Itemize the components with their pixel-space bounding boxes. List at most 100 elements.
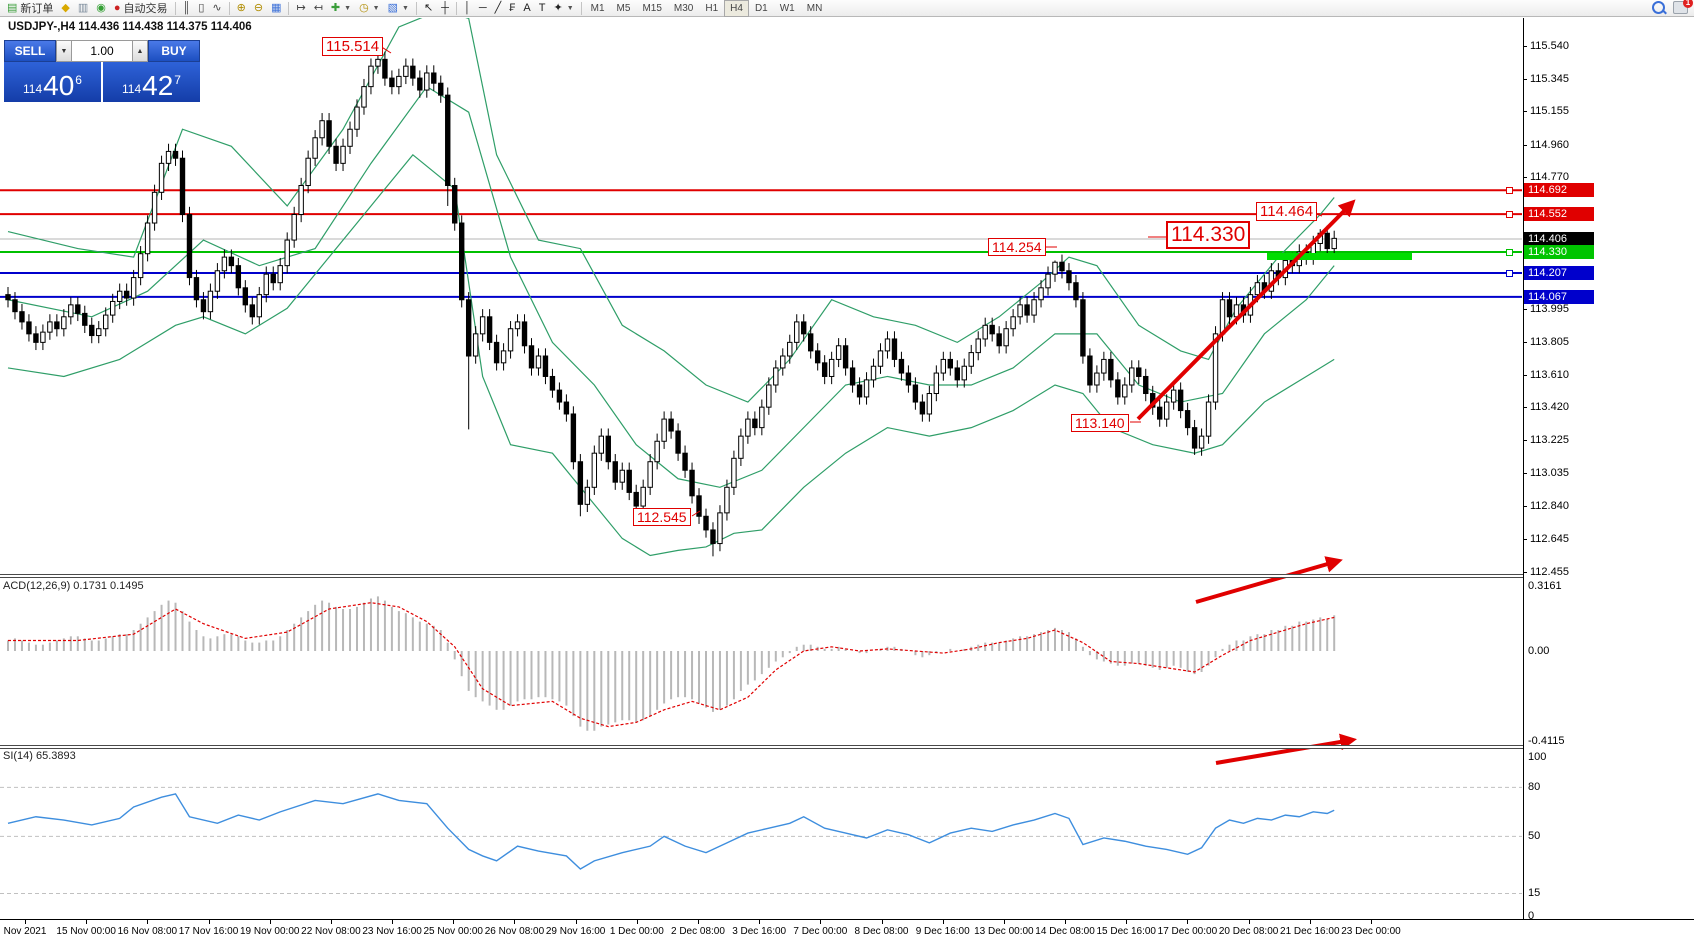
auto-scroll-icon[interactable]: ↦ (292, 1, 309, 16)
new-order-button[interactable]: ▤ 新订单 (3, 1, 57, 16)
candle-body (926, 393, 933, 415)
text-icon[interactable]: A (519, 1, 534, 16)
volume-input[interactable] (72, 40, 132, 62)
signals-icon[interactable]: ◉ (92, 1, 110, 16)
buy-price-display[interactable]: 114 42 7 (103, 62, 200, 102)
line-handle[interactable] (1506, 269, 1513, 277)
macd-panel-separator[interactable] (0, 574, 1523, 578)
candle-body (68, 304, 74, 318)
candle-body (179, 157, 186, 215)
templates-icon[interactable]: ▧ ▼ (384, 1, 413, 16)
time-label[interactable]: 3 Dec 16:00 (732, 926, 787, 937)
rsi-panel-separator[interactable] (0, 745, 1523, 749)
timeframe-button-h4[interactable]: H4 (724, 0, 749, 17)
trend-arrow-2[interactable] (1215, 733, 1357, 765)
time-label[interactable]: 22 Nov 08:00 (301, 926, 361, 937)
horizontal-line-icon[interactable]: ─ (475, 1, 491, 16)
candle-body (1136, 367, 1142, 377)
price-annotation-114.464[interactable]: 114.464 (1256, 202, 1318, 222)
new-order-button-label: 新订单 (20, 3, 54, 15)
candle-body (682, 452, 688, 471)
periods-icon[interactable]: ◷ ▼ (355, 1, 384, 16)
time-label[interactable]: 15 Dec 16:00 (1096, 926, 1156, 937)
timeframe-button-m30[interactable]: M30 (673, 2, 694, 14)
timeframe-button-m1[interactable]: M1 (590, 2, 605, 14)
candle-body (333, 145, 339, 164)
time-label[interactable]: 19 Nov 00:00 (239, 926, 300, 937)
price-annotation-114.330[interactable]: 114.330 (1166, 221, 1251, 250)
candle-body (933, 372, 940, 395)
time-label[interactable]: 23 Dec 00:00 (1341, 926, 1401, 937)
time-label[interactable]: Nov 2021 (3, 926, 47, 937)
toolbar-separator (228, 1, 230, 15)
price-annotation-115.514[interactable]: 115.514 (322, 37, 384, 57)
price-annotation-113.140[interactable]: 113.140 (1071, 414, 1129, 433)
price-annotation-112.545[interactable]: 112.545 (633, 508, 691, 527)
time-label[interactable]: 23 Nov 16:00 (362, 926, 422, 937)
auto-trading-button[interactable]: ● 自动交易 (110, 1, 172, 16)
trend-arrow-0[interactable] (1136, 199, 1356, 421)
time-label[interactable]: 7 Dec 00:00 (793, 926, 848, 937)
time-label[interactable]: 9 Dec 16:00 (915, 926, 970, 937)
candle-body (891, 338, 898, 360)
time-label[interactable]: 15 Nov 00:00 (56, 926, 116, 937)
sell-price-display[interactable]: 114 40 6 (4, 62, 101, 102)
profiles-icon[interactable]: ▥ (74, 1, 92, 16)
dropdown-caret-icon[interactable]: ▼ (402, 4, 409, 12)
trendline-icon[interactable]: ╱ (491, 1, 506, 16)
time-label[interactable]: 17 Nov 16:00 (178, 926, 239, 937)
price-annotation-114.254[interactable]: 114.254 (988, 238, 1046, 257)
time-label[interactable]: 8 Dec 08:00 (854, 926, 909, 937)
candle-body (130, 277, 137, 299)
line-chart-icon[interactable]: ∿ (208, 1, 225, 16)
time-label[interactable]: 26 Nov 08:00 (484, 926, 545, 937)
chart-window-icon[interactable]: ◆ (57, 1, 73, 16)
candle-body (410, 65, 416, 79)
vertical-line-icon[interactable]: │ (460, 1, 475, 16)
buy-button[interactable]: BUY (148, 40, 200, 62)
text-label-icon[interactable]: T (535, 1, 550, 16)
search-icon[interactable] (1652, 1, 1665, 14)
candlestick-chart-icon[interactable]: ▯ (194, 1, 208, 16)
line-handle[interactable] (1506, 249, 1513, 256)
dropdown-caret-icon[interactable]: ▼ (566, 4, 574, 12)
time-label[interactable]: 2 Dec 08:00 (671, 926, 725, 937)
volume-down-button[interactable]: ▼ (56, 40, 72, 62)
sell-button[interactable]: SELL (4, 40, 56, 62)
chart-shift-icon[interactable]: ↤ (310, 1, 327, 16)
zoom-in-icon[interactable]: ⊕ (233, 1, 250, 16)
bar-chart-icon[interactable]: ║ (179, 1, 195, 16)
cursor-icon[interactable]: ↖ (420, 1, 437, 16)
fibonacci-icon[interactable]: ₣ (505, 1, 519, 16)
dropdown-caret-icon[interactable]: ▼ (372, 4, 380, 12)
zoom-out-icon[interactable]: ⊖ (250, 1, 267, 16)
volume-up-button[interactable]: ▲ (132, 40, 148, 62)
timeframe-button-m5[interactable]: M5 (616, 2, 631, 14)
notifications-icon[interactable]: 1 (1673, 0, 1693, 14)
time-label[interactable]: 17 Dec 00:00 (1157, 926, 1218, 937)
timeframe-button-d1[interactable]: D1 (754, 2, 768, 14)
trend-arrow-1[interactable] (1195, 556, 1343, 604)
timeframe-button-h1[interactable]: H1 (705, 2, 719, 14)
line-handle[interactable] (1506, 211, 1513, 219)
indicators-icon[interactable]: ✚ ▼ (327, 1, 355, 16)
timeframe-button-w1[interactable]: W1 (779, 2, 795, 14)
time-label[interactable]: 14 Dec 08:00 (1035, 926, 1095, 937)
tile-windows-icon[interactable]: ▦ (267, 1, 285, 16)
candle-body (689, 469, 695, 497)
time-label[interactable]: 21 Dec 16:00 (1280, 926, 1340, 937)
time-label[interactable]: 1 Dec 00:00 (609, 926, 664, 937)
line-handle[interactable] (1506, 187, 1513, 195)
time-label[interactable]: 13 Dec 00:00 (974, 926, 1034, 937)
timeframe-button-m15[interactable]: M15 (642, 2, 662, 14)
timeframe-button-mn[interactable]: MN (806, 2, 823, 14)
time-label[interactable]: 25 Nov 00:00 (423, 926, 484, 937)
time-label[interactable]: 29 Nov 16:00 (545, 926, 606, 937)
shapes-icon[interactable]: ✦ ▼ (549, 1, 577, 16)
dropdown-caret-icon[interactable]: ▼ (344, 4, 352, 12)
time-label[interactable]: 20 Dec 08:00 (1218, 926, 1279, 937)
price-scale-border (1523, 18, 1524, 919)
time-label[interactable]: 16 Nov 08:00 (117, 926, 178, 937)
crosshair-icon[interactable]: ┼ (437, 1, 453, 16)
